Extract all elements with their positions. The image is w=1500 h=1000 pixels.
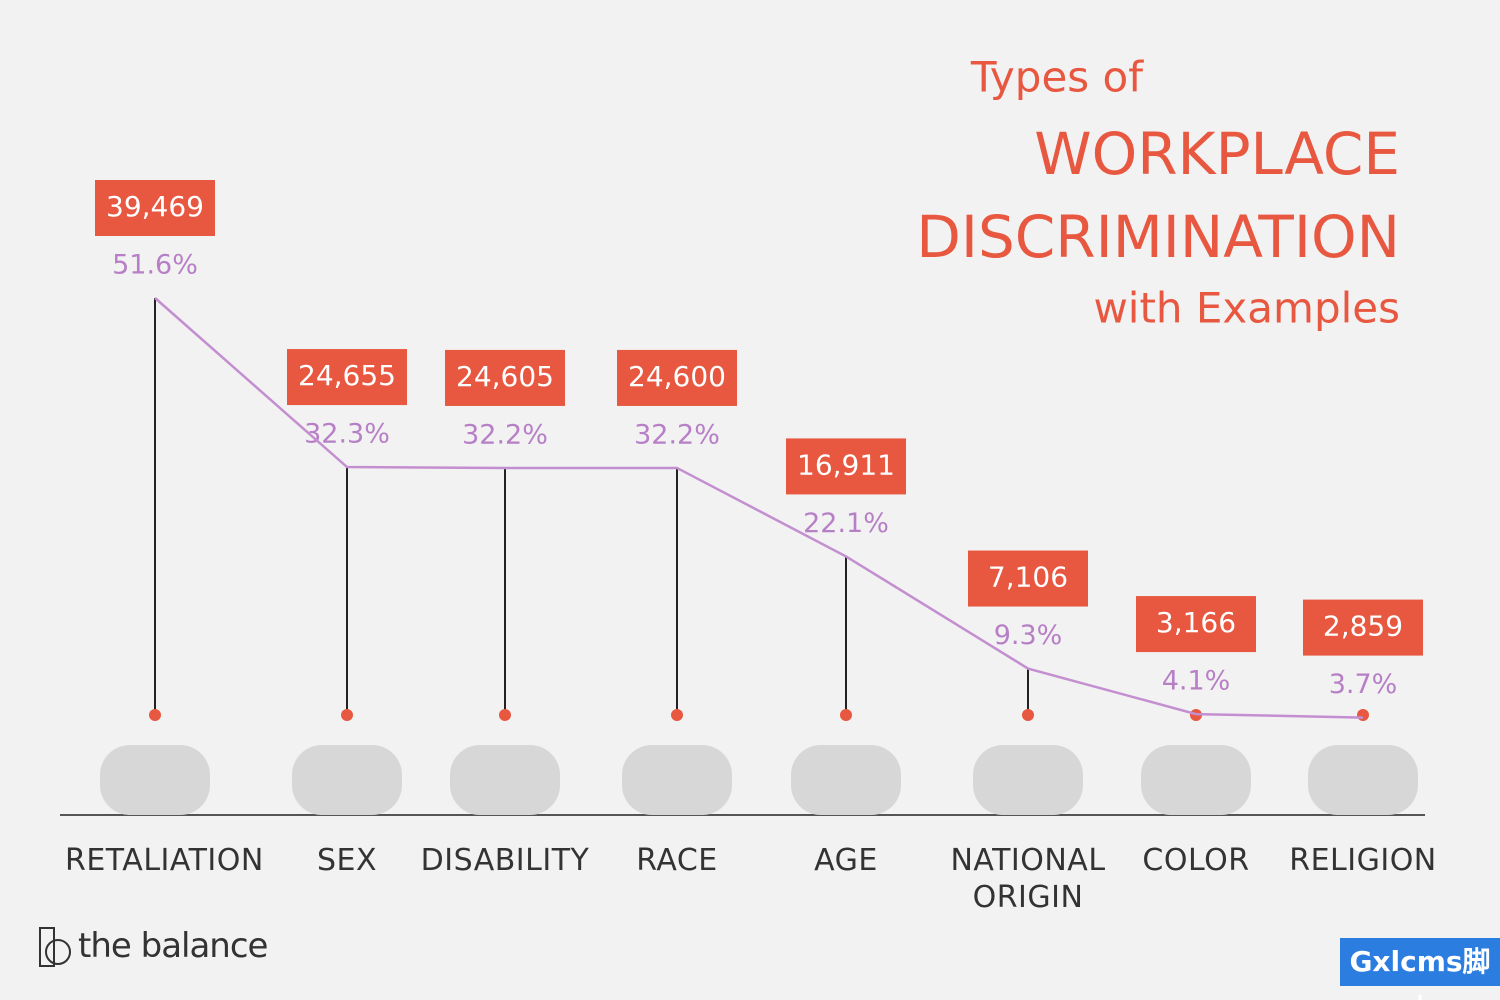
stem-dot bbox=[499, 709, 511, 721]
count-box bbox=[445, 349, 565, 406]
value-label: 32.2% bbox=[634, 419, 720, 450]
figure bbox=[1308, 745, 1418, 815]
value-label: 3.7% bbox=[1329, 669, 1398, 700]
value-label: 22.1% bbox=[803, 508, 889, 539]
figure bbox=[973, 745, 1083, 815]
value-label: 32.3% bbox=[304, 419, 390, 450]
category-label: RELIGION bbox=[1289, 843, 1437, 878]
count-box bbox=[617, 349, 737, 406]
stem-dot bbox=[671, 709, 683, 721]
watermark: Gxlcms脚本 bbox=[1340, 938, 1500, 1000]
figure bbox=[791, 745, 901, 815]
value-label: 51.6% bbox=[112, 250, 198, 281]
category-label: NATIONAL ORIGIN bbox=[950, 843, 1106, 915]
category-label: COLOR bbox=[1142, 843, 1250, 878]
count-box bbox=[968, 550, 1088, 607]
count-label: 7,106 bbox=[988, 561, 1068, 594]
figure bbox=[1141, 745, 1251, 815]
value-label: 32.2% bbox=[462, 419, 548, 450]
count-box bbox=[1136, 596, 1256, 653]
category-label: RACE bbox=[636, 843, 718, 878]
brand-logo bbox=[39, 927, 71, 967]
stem-dot bbox=[840, 709, 852, 721]
count-box bbox=[287, 349, 407, 406]
category-label: DISABILITY bbox=[420, 843, 590, 878]
value-label: 4.1% bbox=[1162, 666, 1231, 697]
count-label: 24,655 bbox=[298, 359, 396, 392]
count-label: 24,600 bbox=[628, 360, 726, 393]
count-label: 3,166 bbox=[1156, 606, 1236, 639]
figure bbox=[292, 745, 402, 815]
title-line: with Examples bbox=[1093, 284, 1400, 333]
stem-dot bbox=[341, 709, 353, 721]
title-line: DISCRIMINATION bbox=[916, 203, 1400, 271]
trend-line bbox=[154, 297, 1364, 719]
count-label: 24,605 bbox=[456, 360, 554, 393]
count-box bbox=[786, 438, 906, 495]
count-box bbox=[95, 180, 215, 236]
figure bbox=[100, 745, 210, 815]
title-line: Types of bbox=[970, 53, 1144, 102]
stem-dot bbox=[149, 709, 161, 721]
value-label: 9.3% bbox=[994, 620, 1063, 651]
category-label: AGE bbox=[814, 843, 878, 878]
category-label: RETALIATION bbox=[65, 843, 264, 878]
figure bbox=[622, 745, 732, 815]
category-label: SEX bbox=[316, 843, 378, 878]
count-label: 16,911 bbox=[797, 448, 895, 481]
stem-dot bbox=[1357, 709, 1369, 721]
count-label: 39,469 bbox=[106, 190, 204, 223]
count-box bbox=[1303, 599, 1423, 656]
figure bbox=[450, 745, 560, 815]
stem-dot bbox=[1022, 709, 1034, 721]
count-label: 2,859 bbox=[1323, 610, 1403, 643]
title-line: WORKPLACE bbox=[1034, 120, 1400, 188]
brand: the balance bbox=[78, 926, 268, 966]
